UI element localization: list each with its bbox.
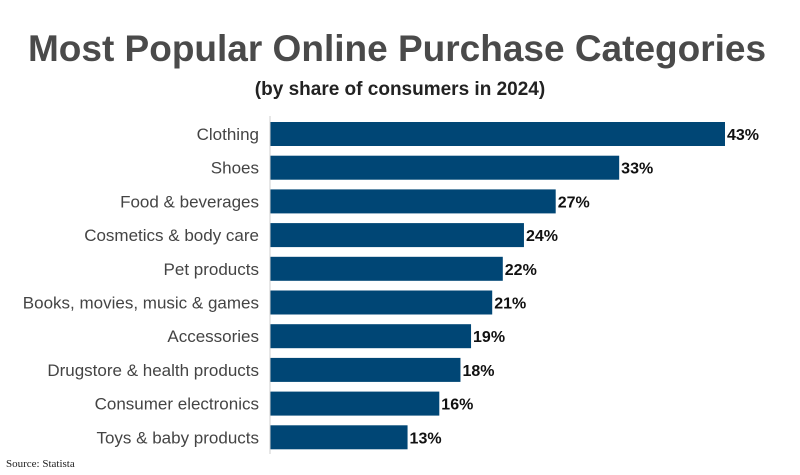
bar-group: Clothing 43% Shoes 33% Food & beverages 27% Co… [23,122,759,450]
value-label-9: 13% [410,430,442,447]
value-label-6: 19% [473,329,505,346]
bar-6 [270,324,472,349]
value-label-5: 21% [494,296,526,313]
bar-0 [270,122,725,146]
category-label-0: Clothing [197,125,259,144]
category-label-1: Shoes [211,159,259,178]
category-label-2: Food & beverages [120,192,259,211]
category-label-6: Accessories [167,327,259,346]
category-label-7: Drugstore & health products [47,361,259,380]
value-label-4: 22% [505,262,537,279]
source-note: Source: Statista [6,458,75,470]
chart-subtitle: (by share of consumers in 2024) [255,79,545,100]
bar-5 [270,290,493,315]
value-label-2: 27% [558,194,590,211]
category-label-4: Pet products [164,260,259,279]
value-label-1: 33% [621,161,653,178]
value-label-3: 24% [526,228,558,245]
bar-2 [270,189,556,214]
category-label-9: Toys & baby products [96,428,259,447]
bar-1 [270,155,620,180]
value-label-0: 43% [727,127,759,144]
chart-title: Most Popular Online Purchase Categories [28,28,766,69]
bar-3 [270,223,524,248]
bar-9 [270,425,408,450]
category-label-8: Consumer electronics [95,395,259,414]
value-label-7: 18% [462,363,494,380]
category-label-5: Books, movies, music & games [23,294,259,313]
category-label-3: Cosmetics & body care [84,226,259,245]
bar-4 [270,256,503,281]
bar-7 [270,357,461,382]
bar-8 [270,391,440,416]
value-label-8: 16% [441,397,473,414]
